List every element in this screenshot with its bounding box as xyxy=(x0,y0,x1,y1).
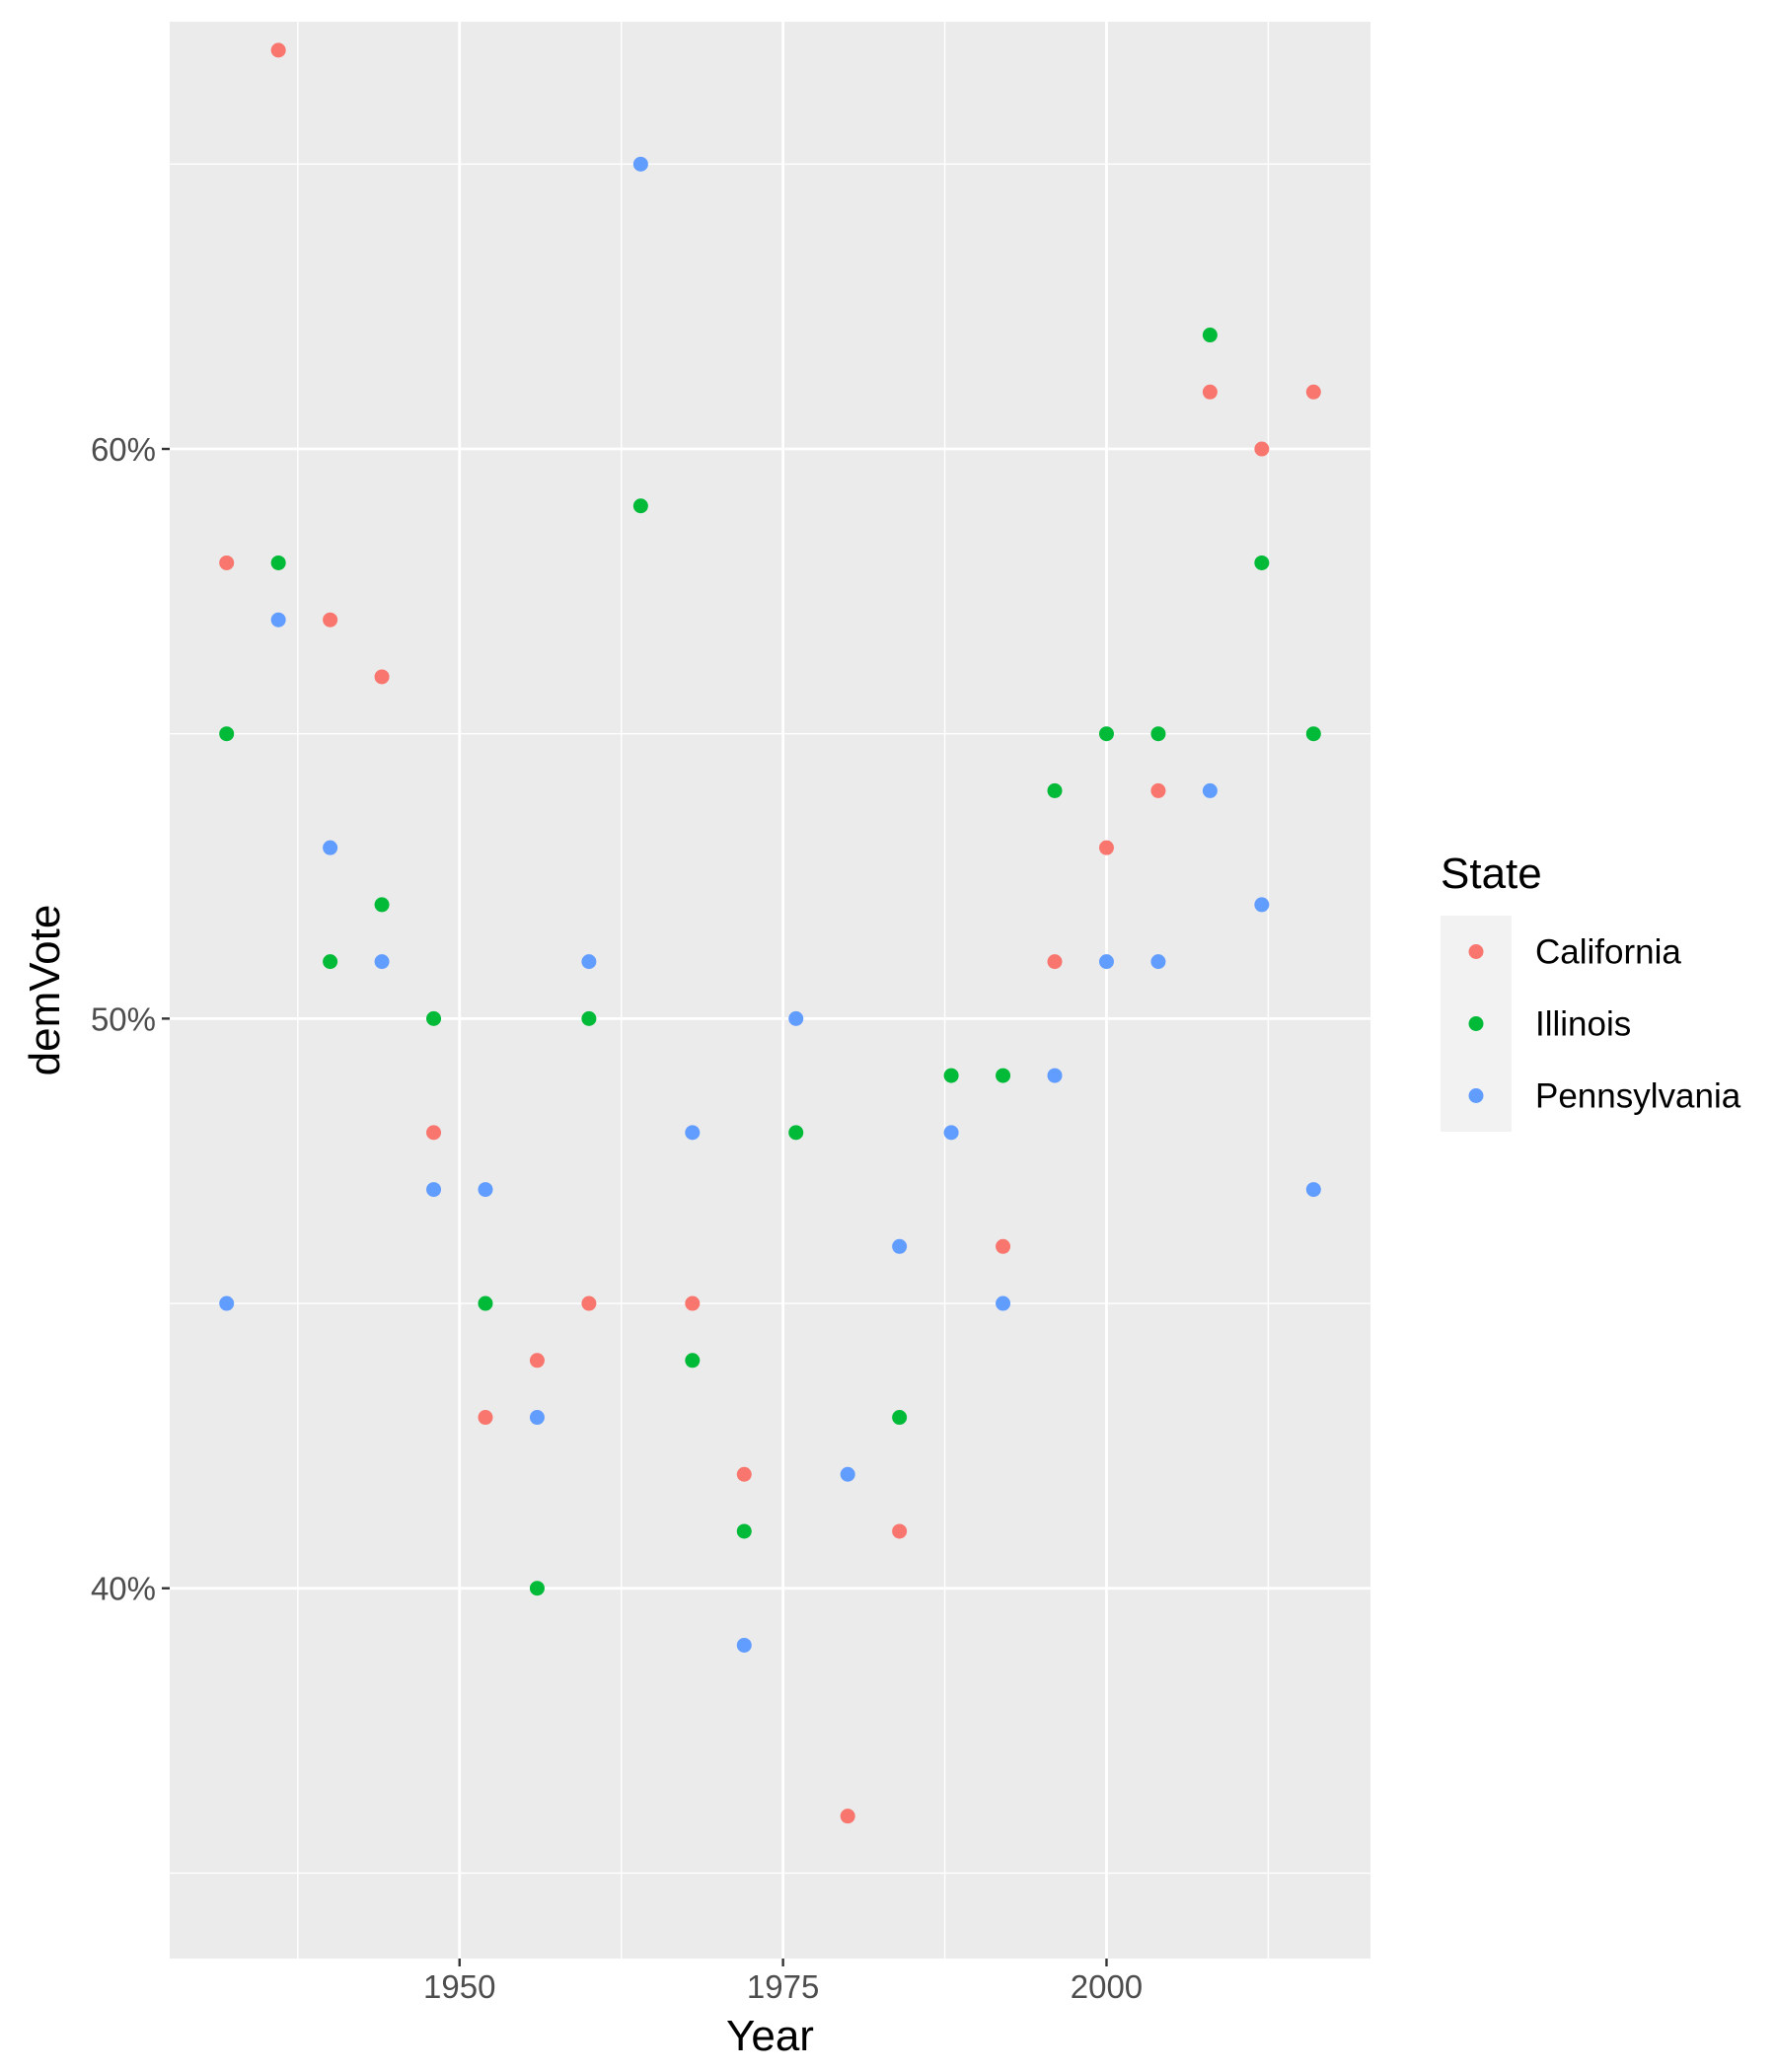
data-point-illinois xyxy=(374,897,390,913)
data-point-california xyxy=(270,42,286,58)
data-points xyxy=(219,42,1321,1824)
legend-label-illinois: Illinois xyxy=(1535,1005,1631,1044)
data-point-pennsylvania xyxy=(323,840,338,855)
data-point-pennsylvania xyxy=(1202,782,1218,798)
data-point-california xyxy=(736,1466,752,1482)
data-point-illinois xyxy=(1305,726,1321,742)
data-point-pennsylvania xyxy=(1254,897,1270,913)
data-point-pennsylvania xyxy=(1305,1182,1321,1198)
data-point-pennsylvania xyxy=(270,612,286,628)
data-point-pennsylvania xyxy=(529,1410,545,1426)
data-point-illinois xyxy=(632,498,648,514)
legend-key-pennsylvania xyxy=(1468,1088,1484,1103)
data-point-pennsylvania xyxy=(478,1182,493,1198)
data-point-california xyxy=(1098,840,1114,855)
y-tick-label: 40% xyxy=(91,1571,156,1607)
data-point-california xyxy=(1047,954,1063,970)
y-tick-label: 50% xyxy=(91,1000,156,1037)
data-point-california xyxy=(478,1410,493,1426)
data-point-pennsylvania xyxy=(788,1010,804,1026)
data-point-illinois xyxy=(1150,726,1166,742)
data-point-california xyxy=(840,1809,855,1824)
data-point-pennsylvania xyxy=(996,1295,1011,1311)
major-gridlines xyxy=(170,22,1370,1959)
data-point-pennsylvania xyxy=(219,1295,235,1311)
data-point-california xyxy=(323,612,338,628)
data-point-illinois xyxy=(1202,328,1218,343)
data-point-illinois xyxy=(529,1581,545,1596)
x-tick-label: 1975 xyxy=(747,1968,819,2005)
axes: 1950 1975 2000 40% 50% 60% xyxy=(91,431,1143,2005)
data-point-pennsylvania xyxy=(632,156,648,172)
y-axis-title: demVote xyxy=(21,905,69,1076)
data-point-california xyxy=(1254,441,1270,457)
data-point-illinois xyxy=(1098,726,1114,742)
legend-label-pennsylvania: Pennsylvania xyxy=(1535,1077,1741,1116)
data-point-pennsylvania xyxy=(426,1182,442,1198)
data-point-california xyxy=(219,555,235,570)
minor-gridlines xyxy=(170,22,1370,1959)
data-point-illinois xyxy=(996,1068,1011,1083)
data-point-illinois xyxy=(685,1353,701,1369)
data-point-pennsylvania xyxy=(736,1637,752,1653)
data-point-illinois xyxy=(478,1295,493,1311)
data-point-pennsylvania xyxy=(1150,954,1166,970)
data-point-pennsylvania xyxy=(892,1238,908,1254)
legend-label-california: California xyxy=(1535,933,1681,972)
data-point-illinois xyxy=(323,954,338,970)
data-point-pennsylvania xyxy=(685,1125,701,1141)
data-point-california xyxy=(529,1353,545,1369)
y-tick-label: 60% xyxy=(91,431,156,468)
data-point-pennsylvania xyxy=(374,954,390,970)
data-point-pennsylvania xyxy=(581,954,597,970)
legend-title: State xyxy=(1441,850,1542,898)
data-point-california xyxy=(426,1125,442,1141)
data-point-california xyxy=(685,1295,701,1311)
data-point-california xyxy=(1202,384,1218,400)
plot-panel xyxy=(170,22,1370,1959)
data-point-illinois xyxy=(219,726,235,742)
data-point-illinois xyxy=(1254,555,1270,570)
data-point-california xyxy=(581,1295,597,1311)
data-point-illinois xyxy=(943,1068,959,1083)
data-point-pennsylvania xyxy=(840,1466,855,1482)
x-tick-label: 2000 xyxy=(1071,1968,1143,2005)
legend: State California Illinois Pennsylvania xyxy=(1441,850,1741,1132)
x-tick-label: 1950 xyxy=(423,1968,495,2005)
data-point-california xyxy=(892,1523,908,1539)
legend-key-illinois xyxy=(1468,1016,1484,1031)
data-point-illinois xyxy=(1047,782,1063,798)
data-point-illinois xyxy=(581,1010,597,1026)
data-point-california xyxy=(1305,384,1321,400)
legend-key-california xyxy=(1468,944,1484,959)
x-axis-title: Year xyxy=(726,2012,814,2060)
data-point-pennsylvania xyxy=(1098,954,1114,970)
data-point-illinois xyxy=(270,555,286,570)
data-point-illinois xyxy=(426,1010,442,1026)
data-point-california xyxy=(996,1238,1011,1254)
data-point-pennsylvania xyxy=(943,1125,959,1141)
data-point-pennsylvania xyxy=(1047,1068,1063,1083)
data-point-illinois xyxy=(788,1125,804,1141)
data-point-california xyxy=(374,669,390,685)
data-point-illinois xyxy=(892,1410,908,1426)
data-point-california xyxy=(1150,782,1166,798)
data-point-illinois xyxy=(736,1523,752,1539)
